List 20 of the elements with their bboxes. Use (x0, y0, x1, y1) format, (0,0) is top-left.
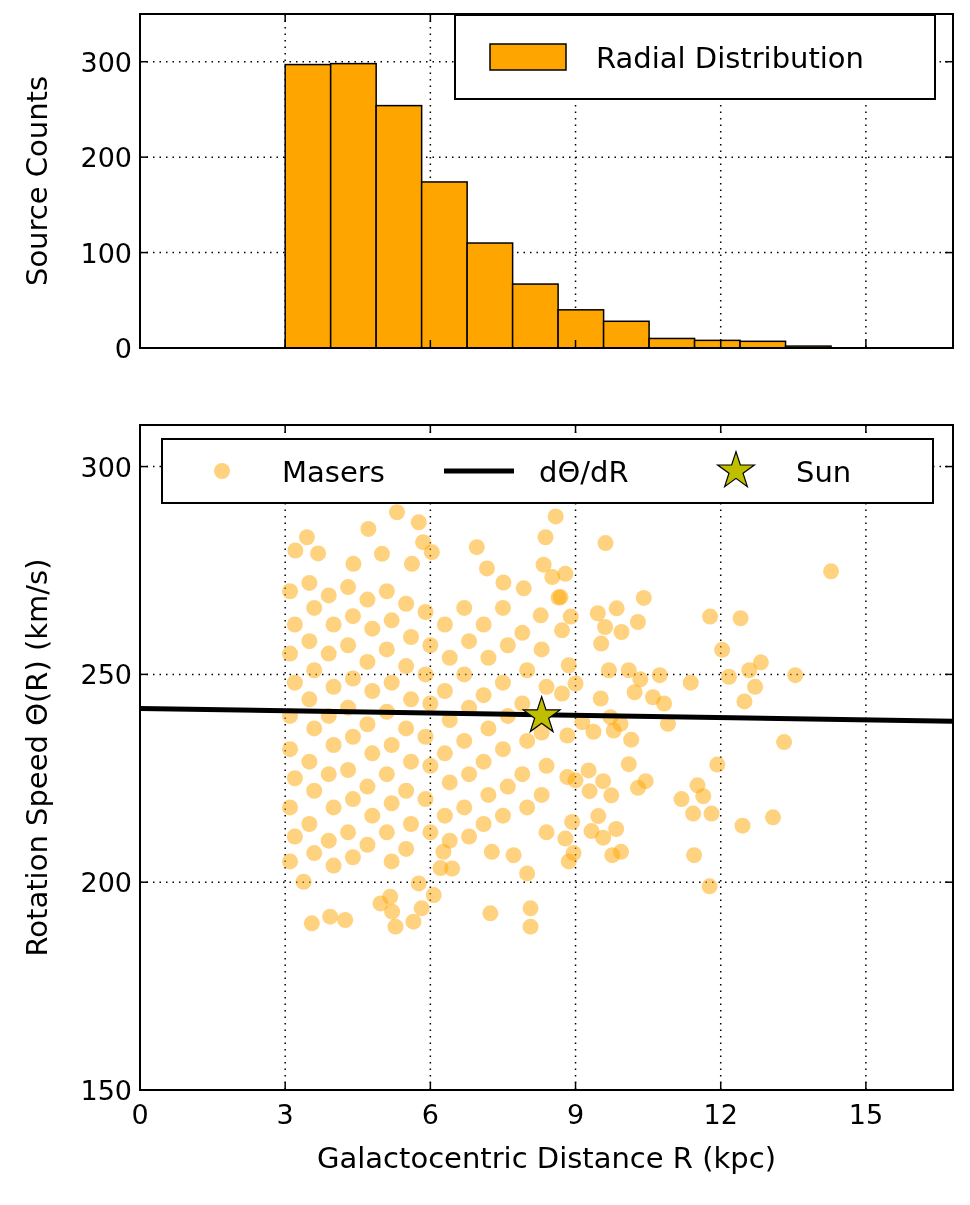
legend-label: Masers (282, 455, 385, 489)
y-tick-label: 300 (80, 451, 132, 483)
y-tick-label: 100 (80, 237, 132, 269)
y-tick-label: 200 (80, 142, 132, 174)
x-tick-label: 3 (276, 1099, 294, 1130)
legend-label: dΘ/dR (539, 455, 629, 489)
x-tick-label: 9 (566, 1099, 585, 1130)
y-axis-title: Rotation Speed Θ(R) (km/s) (20, 558, 54, 957)
x-tick-label: 6 (421, 1099, 439, 1130)
y-tick-label: 0 (114, 333, 132, 364)
y-axis-title: Source Counts (20, 75, 54, 287)
legend-label: Sun (796, 455, 852, 489)
x-axis-title: Galactocentric Distance R (kpc) (317, 1141, 776, 1175)
x-tick-label: 12 (703, 1099, 738, 1130)
x-tick-label: 15 (848, 1099, 884, 1130)
y-tick-label: 200 (80, 867, 132, 899)
y-tick-label: 250 (80, 659, 132, 691)
legend-label: Radial Distribution (596, 41, 864, 75)
y-tick-label: 150 (80, 1075, 132, 1106)
y-tick-label: 300 (80, 46, 132, 78)
